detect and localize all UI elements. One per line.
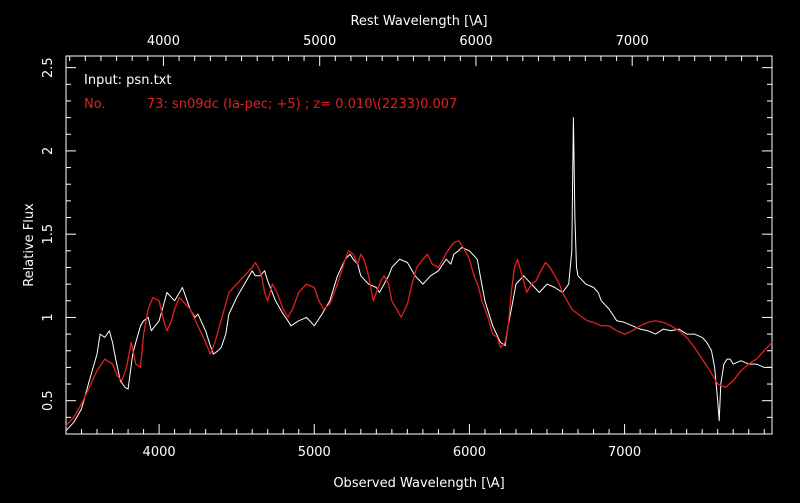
observed-spectrum-line [65,117,772,432]
x-tick-label: 4000 [143,445,176,460]
y-tick-label: 1.5 [41,224,56,245]
y-tick-label: 2 [41,147,56,155]
x2-tick-label: 7000 [616,34,649,49]
x2-tick-label: 4000 [147,34,180,49]
input-annotation: Input: psn.txt [84,73,171,88]
y-tick-label: 0.5 [41,390,56,411]
x-tick-label: 7000 [608,445,641,460]
y-tick-label: 2.5 [41,57,56,78]
x-axis-label: Observed Wavelength [\A] [333,476,504,491]
x2-axis-label: Rest Wavelength [\A] [350,14,487,29]
x-tick-labels: 4000 5000 6000 7000 [143,445,642,460]
plot-frame [65,55,773,435]
x2-tick-labels: 4000 5000 6000 7000 [147,34,649,49]
series-group [65,117,773,432]
axis-ticks [66,56,772,435]
x-tick-label: 5000 [298,445,331,460]
y-axis-label: Relative Flux [22,203,37,287]
template-spectrum-line [65,240,773,427]
x2-tick-label: 6000 [459,34,492,49]
x-tick-label: 6000 [453,445,486,460]
x2-tick-label: 5000 [303,34,336,49]
match-annotation: No. 73: sn09dc (Ia-pec; +5) ; z= 0.010\(… [84,97,457,112]
y-tick-labels: 0.5 1 1.5 2 2.5 [41,57,56,411]
y-tick-label: 1 [41,313,56,321]
